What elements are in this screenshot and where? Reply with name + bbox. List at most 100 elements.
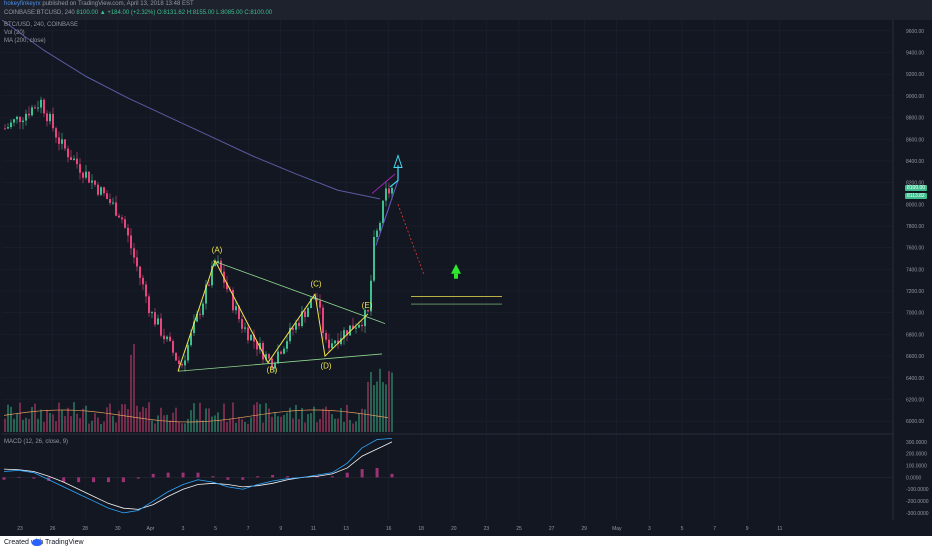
volume-bar [334,418,336,432]
ohlc-values: 8100.00 ▲ +184.00 (+2.32%) O:8131.62 H:8… [76,10,273,16]
abcde-wave [177,259,369,372]
candle-body [310,298,312,309]
volume-bar [283,414,285,432]
candle-body [190,333,192,346]
volume-bar [370,372,372,432]
volume-bar [358,413,360,432]
candle-body [226,282,228,290]
volume-bar [175,407,177,432]
volume-bar [274,412,276,432]
volume-bar [79,418,81,432]
volume-bar [133,343,135,432]
macd-histogram-bar [32,477,36,479]
time-tick-label: 23 [17,526,23,532]
time-tick-label: 5 [681,526,684,532]
volume-bar [328,411,330,432]
footer-created: Created with [4,539,44,546]
volume-bar [118,410,120,432]
candle-body [166,336,168,340]
volume-bar [67,407,69,432]
candle-body [217,260,219,263]
candle-body [388,188,390,194]
price-tick-label: 7600.00 [906,246,924,252]
macd-tick-label: 100.0000 [906,464,927,470]
volume-bar [307,414,309,432]
time-tick-label: 28 [82,526,88,532]
volume-bar [319,418,321,432]
time-tick-label: May [612,526,622,532]
channel-upper-line [371,173,396,194]
volume-bar [340,408,342,432]
symbol-line: COINBASE:BTCUSD, 240 8100.00 ▲ +184.00 (… [4,10,272,16]
candle-body [154,312,156,325]
candle-body [193,321,195,334]
volume-bar [34,403,36,432]
candle-body [370,280,372,312]
time-tick-label: 13 [343,526,349,532]
candle-body [262,343,264,360]
candle-body [361,324,363,327]
candle-body [379,223,381,231]
volume-bar [205,408,207,432]
candle-body [124,219,126,228]
candle-body [163,335,165,340]
candle-body [220,260,222,272]
volume-bar [271,416,273,432]
candle-body [205,284,207,304]
volume-bar [391,372,393,432]
volume-bar [160,407,162,432]
green-up-arrow-icon [451,263,461,274]
volume-bar [46,409,48,432]
volume-bar [127,409,129,432]
macd-tick-label: -200.0000 [906,499,929,505]
candle-body [211,265,213,286]
volume-bar [250,417,252,432]
candle-body [313,298,315,300]
candle-body [115,202,117,216]
volume-bar [115,422,117,432]
price-tick-label: 8800.00 [906,116,924,122]
volume-bar [373,385,375,432]
macd-histogram-bar [211,476,215,478]
volume-bar [244,421,246,432]
macd-tick-label: -300.0000 [906,511,929,517]
tradingview-logo-icon [32,539,42,546]
macd-histogram-bar [315,476,319,478]
macd-histogram-bar [390,473,394,478]
price-tick-label: 6000.00 [906,419,924,425]
volume-bar [169,420,171,432]
author-link[interactable]: hokeyfinkeyrx [4,1,41,7]
candle-body [358,324,360,328]
time-tick-label: 25 [516,526,522,532]
volume-bar [289,407,291,432]
volume-bar [292,418,294,432]
candle-body [376,230,378,237]
volume-bar [157,415,159,432]
candle-body [121,217,123,220]
volume-bar [331,414,333,432]
candle-body [4,128,6,130]
candle-body [214,262,216,266]
candle-body [322,307,324,333]
macd-histogram-bar [271,475,275,478]
volume-bar [151,420,153,432]
volume-bar [325,406,327,432]
footer-brand[interactable]: TradingView [45,539,84,546]
macd-histogram-bar [360,469,364,478]
volume-bar [298,419,300,432]
candle-body [88,171,90,183]
volume-bar [256,402,258,432]
volume-bar [100,423,102,432]
price-tick-label: 7800.00 [906,224,924,230]
candle-body [331,343,333,349]
candle-body [22,120,24,123]
volume-bar [313,406,315,432]
volume-bar [310,413,312,432]
candle-body [64,139,66,149]
volume-bar [91,420,93,432]
candle-body [67,148,69,158]
volume-bar [121,404,123,432]
candle-body [340,338,342,345]
macd-histogram-bar [92,477,96,483]
